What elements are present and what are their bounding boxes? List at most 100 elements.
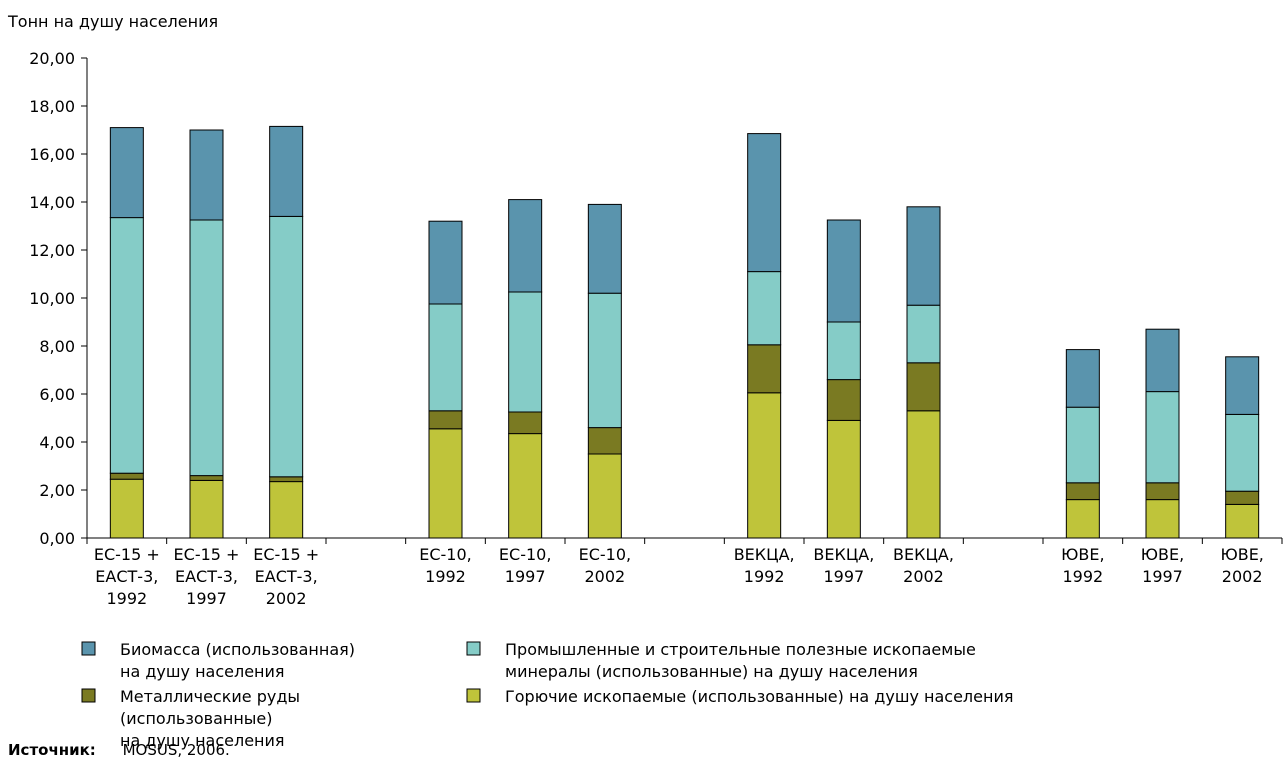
bar-segment — [1065, 482, 1100, 501]
bar-segment — [826, 379, 861, 421]
y-tick-label: 10,00 — [29, 289, 75, 308]
legend-label-line: минералы (использованные) на душу населе… — [505, 662, 918, 681]
bar-segment — [906, 410, 941, 539]
bar-segment — [747, 133, 782, 273]
y-tick-label: 0,00 — [39, 529, 75, 548]
x-category-label-line: 1997 — [823, 567, 864, 586]
x-category-label-line: ВЕКЦА, — [893, 545, 954, 564]
bar-segment — [269, 481, 304, 539]
bar-segment — [1145, 499, 1180, 539]
y-tick-label: 20,00 — [29, 49, 75, 68]
legend: Биомасса (использованная) на душу населен… — [81, 640, 1013, 750]
bar-segment — [906, 206, 941, 306]
bar-segment — [428, 303, 463, 412]
x-category-label-line: ЕАСТ-3, — [175, 567, 238, 586]
y-tick-label: 14,00 — [29, 193, 75, 212]
bar-segment — [428, 410, 463, 430]
bar-segment — [906, 362, 941, 412]
bar-segment — [587, 427, 622, 455]
x-category-label-line: ЕС-15 + — [94, 545, 160, 564]
bar-segment — [1225, 413, 1260, 492]
x-category-label-line: ЮВЕ, — [1141, 545, 1184, 564]
bar-segment — [189, 475, 224, 481]
legend-label-line: Горючие ископаемые (использованные) на д… — [505, 687, 1013, 706]
x-category-label-line: 1997 — [186, 589, 227, 608]
bar-segment — [428, 428, 463, 539]
x-category-label: ЕС-15 + ЕАСТ-3, 2002 — [253, 545, 319, 608]
x-category-label-line: 2002 — [584, 567, 625, 586]
x-category-label-line: 2002 — [266, 589, 307, 608]
legend-swatch — [81, 641, 96, 656]
bar-segment — [1065, 349, 1100, 408]
x-category-label: ЮВЕ, 2002 — [1220, 545, 1263, 586]
bar-segment — [826, 219, 861, 323]
bar-segment — [747, 392, 782, 539]
x-category-label-line: ЕС-15 + — [253, 545, 319, 564]
x-category-label: ВЕКЦА, 1997 — [813, 545, 874, 586]
x-category-label-line: 2002 — [903, 567, 944, 586]
bar-segment — [189, 219, 224, 477]
bar-segment — [269, 125, 304, 217]
x-category-label-line: ЕС-10, — [419, 545, 472, 564]
legend-label-line: (использованные) — [120, 709, 273, 728]
x-category-label-line: ЕС-10, — [499, 545, 552, 564]
legend-label-line: Биомасса (использованная) — [120, 640, 355, 659]
x-category-label-line: 1997 — [1142, 567, 1183, 586]
legend-label: Промышленные и строительные полезные иск… — [505, 640, 976, 681]
legend-swatch — [81, 688, 96, 703]
x-category-label: ЕС-15 + ЕАСТ-3, 1997 — [174, 545, 240, 608]
y-tick-label: 2,00 — [39, 481, 75, 500]
bar-segment — [1225, 356, 1260, 415]
bar-segment — [189, 479, 224, 539]
bar-segment — [906, 304, 941, 364]
bar-segment — [508, 411, 543, 435]
x-category-label-line: ЕС-10, — [579, 545, 632, 564]
y-tick-label: 6,00 — [39, 385, 75, 404]
bar-segment — [508, 433, 543, 539]
y-axis-title: Тонн на душу населения — [7, 12, 218, 31]
x-category-label-line: 1992 — [425, 567, 466, 586]
bar-segment — [109, 127, 144, 219]
x-category-label-line: ЕАСТ-3, — [255, 567, 318, 586]
bar-segment — [1065, 406, 1100, 484]
legend-label: Металлические руды (использованные) на душ… — [120, 687, 300, 750]
bar-segment — [1065, 499, 1100, 539]
bar-segment — [826, 321, 861, 381]
legend-swatch — [466, 688, 481, 703]
y-tick-label: 18,00 — [29, 97, 75, 116]
bar-segment — [1145, 328, 1180, 393]
bar-segment — [428, 220, 463, 305]
bar-segment — [587, 203, 622, 294]
bar-segment — [587, 292, 622, 429]
bar-segment — [747, 344, 782, 394]
x-category-label-line: ЕС-15 + — [174, 545, 240, 564]
bar-segment — [826, 419, 861, 539]
legend-label-line: на душу населения — [120, 662, 285, 681]
x-category-label: ЮВЕ, 1992 — [1061, 545, 1104, 586]
source-label: Источник: — [8, 741, 96, 759]
y-axis: 0,00 2,00 4,00 6,00 8,00 10,00 12,00 14,00 16,00… — [29, 49, 88, 548]
legend-label-line: Промышленные и строительные полезные иск… — [505, 640, 976, 659]
x-category-label: ВЕКЦА, 2002 — [893, 545, 954, 586]
legend-label: Горючие ископаемые (использованные) на д… — [505, 687, 1013, 706]
x-category-label-line: ЮВЕ, — [1061, 545, 1104, 564]
bar-segment — [109, 217, 144, 474]
x-category-label: ЕС-10, 1997 — [499, 545, 552, 586]
y-tick-label: 16,00 — [29, 145, 75, 164]
bar-segment — [189, 129, 224, 221]
bar-segment — [508, 291, 543, 413]
x-category-label-line: ЮВЕ, — [1220, 545, 1263, 564]
bar-segment — [269, 476, 304, 483]
x-category-label-line: ВЕКЦА, — [813, 545, 874, 564]
bar-segment — [109, 478, 144, 539]
x-category-label-line: 2002 — [1222, 567, 1263, 586]
bar-segment — [1145, 391, 1180, 484]
x-category-label-line: ВЕКЦА, — [734, 545, 795, 564]
x-category-label-line: 1997 — [505, 567, 546, 586]
legend-label: Биомасса (использованная) на душу населен… — [120, 640, 355, 681]
y-tick-label: 4,00 — [39, 433, 75, 452]
bar-segment — [1225, 490, 1260, 505]
bar-segment — [1225, 503, 1260, 539]
